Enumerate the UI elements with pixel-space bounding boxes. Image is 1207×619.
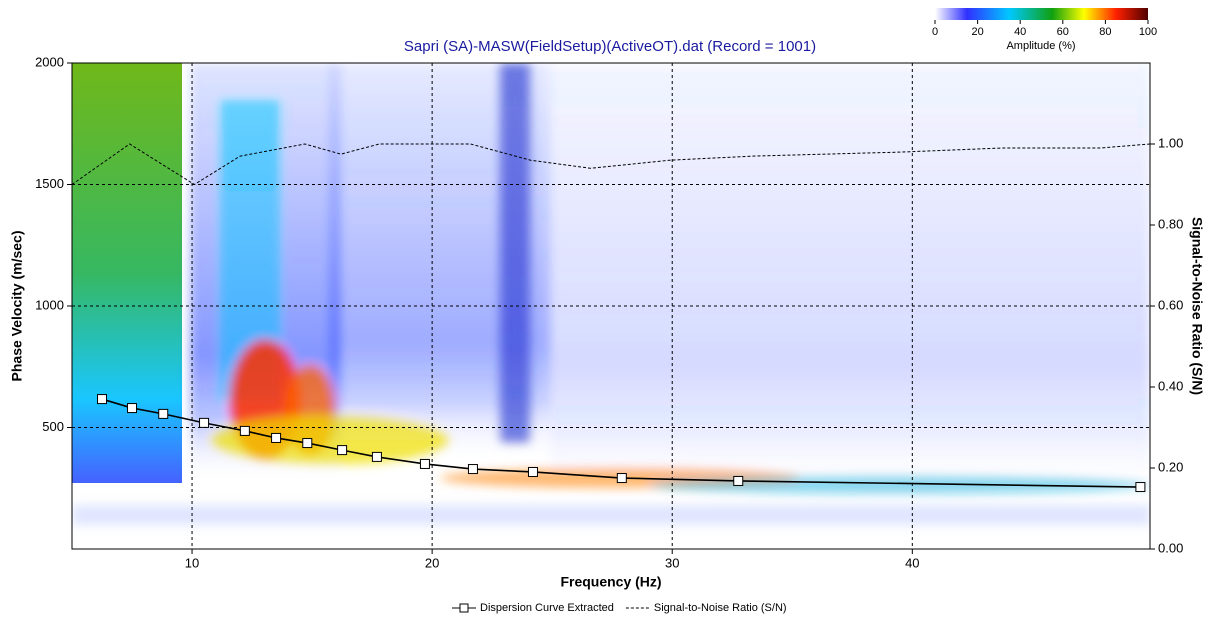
x-tick-label: 10	[185, 555, 199, 570]
y-tick-label: 1000	[35, 297, 64, 312]
y-axis-label: Phase Velocity (m/sec)	[9, 231, 25, 382]
y2-tick-label: 0.40	[1158, 378, 1183, 393]
y-tick-label: 1500	[35, 176, 64, 191]
colorbar-label: Amplitude (%)	[1006, 40, 1075, 52]
plot-frame	[71, 62, 1151, 550]
data-point	[419, 458, 430, 469]
y2-tick-label: 1.00	[1158, 135, 1183, 150]
data-point	[527, 466, 538, 477]
data-point	[199, 417, 210, 428]
legend-marker	[459, 603, 469, 613]
colorbar-tick-label: 100	[1139, 26, 1157, 38]
y-tick-label: 500	[42, 419, 64, 434]
colorbar-tick-label: 80	[1099, 26, 1111, 38]
y2-tick-label: 0.00	[1158, 540, 1183, 555]
data-point	[239, 425, 250, 436]
y2-tick-label: 0.20	[1158, 459, 1183, 474]
colorbar-tick-label: 40	[1014, 26, 1026, 38]
series-line	[71, 143, 1151, 186]
data-point	[97, 394, 108, 405]
data-point	[616, 473, 627, 484]
x-axis-label: Frequency (Hz)	[560, 574, 661, 590]
colorbar-tick-label: 60	[1057, 26, 1069, 38]
data-point	[337, 445, 348, 456]
data-point	[271, 432, 282, 443]
chart-title: Sapri (SA)-MASW(FieldSetup)(ActiveOT).da…	[404, 38, 816, 55]
data-point	[467, 464, 478, 475]
x-tick-label: 20	[425, 555, 439, 570]
y2-tick-label: 0.80	[1158, 216, 1183, 231]
data-point	[733, 475, 744, 486]
y2-tick-label: 0.60	[1158, 297, 1183, 312]
legend-label: Signal-to-Noise Ratio (S/N)	[654, 602, 787, 614]
data-point	[1135, 482, 1146, 493]
x-tick-label: 40	[905, 555, 919, 570]
amplitude-image	[72, 63, 1150, 549]
y2-axis-label: Signal-to-Noise Ratio (S/N)	[1189, 217, 1205, 395]
data-point	[158, 408, 169, 419]
data-point	[371, 451, 382, 462]
colorbar-tick-label: 20	[971, 26, 983, 38]
colorbar-tick-label: 0	[932, 26, 938, 38]
y-tick-label: 2000	[35, 54, 64, 69]
data-point	[127, 403, 138, 414]
colorbar	[935, 8, 1148, 20]
x-tick-label: 30	[665, 555, 679, 570]
data-point	[302, 438, 313, 449]
legend-label: Dispersion Curve Extracted	[480, 602, 614, 614]
